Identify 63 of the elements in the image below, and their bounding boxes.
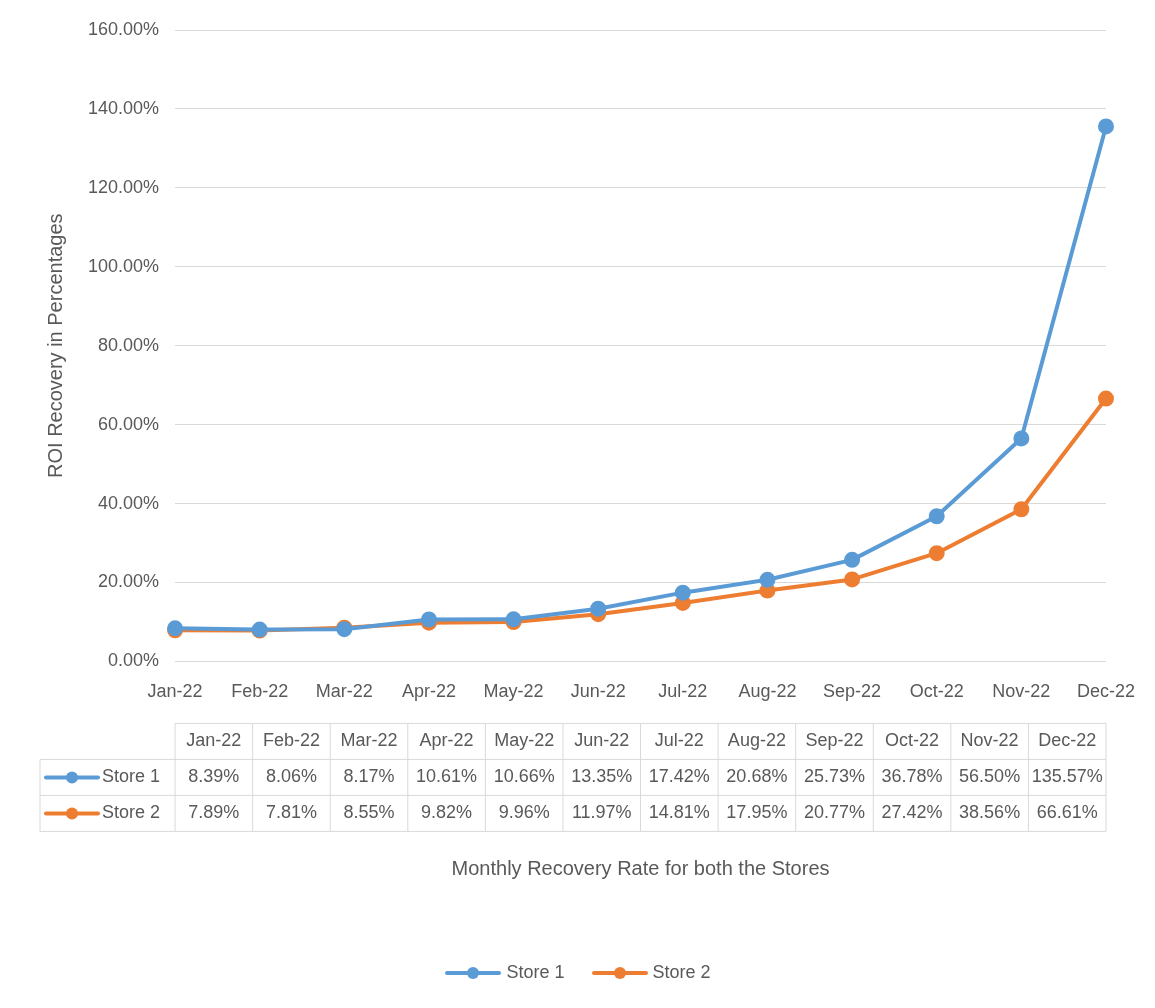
data-label: 9.82% — [421, 802, 473, 823]
category-label: Aug-22 — [727, 730, 786, 751]
data-label: 14.81% — [648, 802, 710, 823]
data-label: 9.96% — [498, 802, 550, 823]
data-label: 8.39% — [188, 766, 240, 787]
x-tick-label: Mar-22 — [315, 681, 373, 702]
data-label: 7.81% — [265, 802, 317, 823]
y-tick-label: 20.00% — [98, 571, 160, 592]
data-label: 36.78% — [881, 766, 943, 787]
data-label: 11.97% — [571, 802, 632, 823]
y-tick-label: 40.00% — [98, 492, 160, 513]
data-label: 10.61% — [416, 766, 478, 787]
data-label: 56.50% — [959, 766, 1021, 787]
y-tick-label: 160.00% — [88, 18, 160, 39]
x-tick-label: Aug-22 — [738, 681, 797, 702]
text: Store 2 — [652, 962, 711, 982]
category-label: Apr-22 — [419, 730, 474, 751]
y-tick-label: 100.00% — [88, 255, 160, 276]
text: Monthly Recovery Rate for both the Stores — [451, 856, 830, 879]
category-label: Nov-22 — [960, 730, 1019, 751]
y-axis-title: ROI Recovery in Percentages — [43, 213, 66, 478]
data-label: 8.17% — [343, 766, 395, 787]
x-tick-label: Jan-22 — [147, 681, 203, 702]
category-label: Feb-22 — [262, 730, 320, 751]
data-label: 20.77% — [803, 802, 865, 823]
x-tick-label: Oct-22 — [909, 681, 964, 702]
legend-label: Store 1 — [102, 766, 161, 787]
category-label: Sep-22 — [805, 730, 864, 751]
data-label: 20.68% — [726, 766, 788, 787]
text: Store 1 — [506, 962, 565, 982]
category-label: May-22 — [494, 730, 555, 751]
legend-label: Store 2 — [102, 802, 161, 823]
data-label: 7.89% — [188, 802, 240, 823]
y-tick-label: 0.00% — [108, 650, 160, 671]
data-label: 8.06% — [265, 766, 317, 787]
data-label: 10.66% — [493, 766, 555, 787]
data-label: 13.35% — [571, 766, 633, 787]
category-label: Jul-22 — [654, 730, 704, 751]
x-tick-label: Jun-22 — [570, 681, 626, 702]
category-label: Mar-22 — [340, 730, 398, 751]
data-label: 38.56% — [959, 802, 1021, 823]
data-label: 66.61% — [1036, 802, 1098, 823]
y-tick-label: 120.00% — [88, 176, 160, 197]
x-tick-label: Sep-22 — [823, 681, 882, 702]
category-label: Dec-22 — [1038, 730, 1097, 751]
data-label: 17.42% — [648, 766, 710, 787]
y-tick-label: 140.00% — [88, 97, 160, 118]
x-tick-label: Feb-22 — [231, 681, 289, 702]
data-label: 17.95% — [726, 802, 788, 823]
y-tick-label: 60.00% — [98, 413, 160, 434]
category-label: Jun-22 — [574, 730, 630, 751]
data-label: 8.55% — [343, 802, 395, 823]
x-tick-label: Nov-22 — [992, 681, 1051, 702]
x-tick-label: Jul-22 — [658, 681, 708, 702]
category-label: Oct-22 — [885, 730, 940, 751]
y-tick-label: 80.00% — [98, 334, 160, 355]
category-label: Jan-22 — [186, 730, 242, 751]
data-label: 27.42% — [881, 802, 943, 823]
x-tick-label: May-22 — [483, 681, 544, 702]
data-label: 25.73% — [803, 766, 865, 787]
x-tick-label: Apr-22 — [401, 681, 456, 702]
x-tick-label: Dec-22 — [1076, 681, 1135, 702]
data-label: 135.57% — [1031, 766, 1103, 787]
